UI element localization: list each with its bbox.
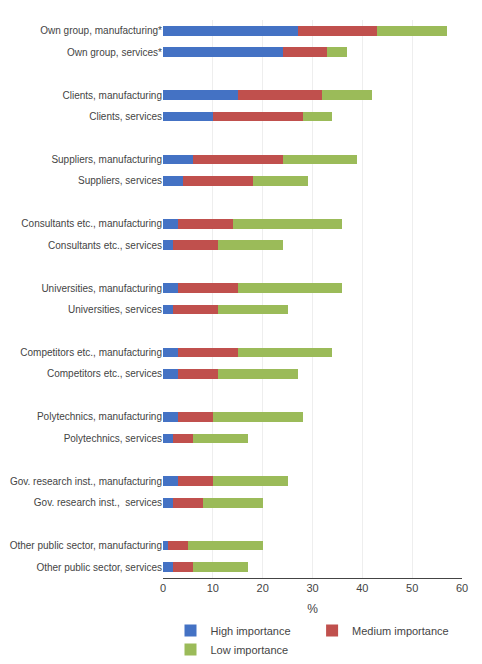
svg-text:Medium importance: Medium importance [352, 625, 449, 637]
svg-text:Polytechnics, manufacturing: Polytechnics, manufacturing [37, 411, 162, 422]
svg-text:10: 10 [207, 582, 219, 594]
svg-text:0: 0 [160, 582, 166, 594]
svg-text:Clients, manufacturing: Clients, manufacturing [63, 90, 163, 101]
svg-text:40: 40 [356, 582, 368, 594]
svg-text:Other public sector, services: Other public sector, services [36, 562, 162, 573]
svg-text:60: 60 [456, 582, 468, 594]
svg-text:Polytechnics, services: Polytechnics, services [64, 433, 162, 444]
svg-text:Gov. research inst., manufactu: Gov. research inst., manufacturing [10, 476, 162, 487]
svg-text:Universities, services: Universities, services [68, 304, 162, 315]
svg-text:Consultants etc., services: Consultants etc., services [48, 240, 162, 251]
svg-text:Own group, services*: Own group, services* [67, 47, 162, 58]
svg-text:Other public sector, manufactu: Other public sector, manufacturing [10, 540, 162, 551]
svg-text:Suppliers, services: Suppliers, services [78, 175, 162, 186]
svg-text:Low importance: Low importance [211, 644, 289, 656]
svg-text:%: % [307, 602, 318, 616]
svg-text:Competitors etc., services: Competitors etc., services [47, 368, 162, 379]
svg-text:Suppliers, manufacturing: Suppliers, manufacturing [51, 154, 162, 165]
svg-text:High importance: High importance [211, 625, 291, 637]
svg-text:Clients, services: Clients, services [89, 111, 162, 122]
svg-text:50: 50 [406, 582, 418, 594]
svg-text:Universities, manufacturing: Universities, manufacturing [41, 283, 162, 294]
svg-text:Own group, manufacturing*: Own group, manufacturing* [40, 25, 162, 36]
svg-text:Gov. research inst., services: Gov. research inst., services [34, 497, 162, 508]
svg-text:20: 20 [257, 582, 269, 594]
svg-text:Consultants etc., manufacturin: Consultants etc., manufacturing [21, 218, 162, 229]
svg-text:Competitors etc., manufacturin: Competitors etc., manufacturing [20, 347, 162, 358]
svg-text:30: 30 [306, 582, 318, 594]
